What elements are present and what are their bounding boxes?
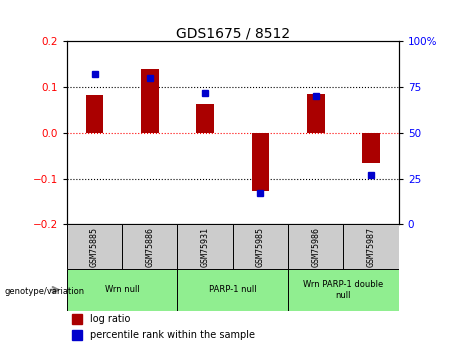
Text: Wrn PARP-1 double
null: Wrn PARP-1 double null	[303, 280, 384, 299]
Bar	[233, 224, 288, 269]
Text: Wrn null: Wrn null	[105, 285, 140, 294]
Text: PARP-1 null: PARP-1 null	[209, 285, 257, 294]
Text: GSM75986: GSM75986	[311, 227, 320, 267]
Text: GSM75886: GSM75886	[145, 227, 154, 267]
Bar	[141, 69, 159, 133]
Bar	[288, 224, 343, 269]
Text: GSM75985: GSM75985	[256, 227, 265, 267]
Text: GSM75885: GSM75885	[90, 227, 99, 267]
Bar	[67, 269, 177, 310]
Bar	[196, 105, 214, 133]
Bar	[86, 95, 103, 133]
Bar	[307, 94, 325, 133]
Bar	[177, 224, 233, 269]
Text: GSM75987: GSM75987	[366, 227, 376, 267]
Bar	[288, 269, 399, 310]
Text: genotype/variation: genotype/variation	[5, 287, 85, 296]
Text: GSM75931: GSM75931	[201, 227, 210, 267]
Bar	[122, 224, 177, 269]
Text: log ratio: log ratio	[90, 314, 130, 324]
Text: percentile rank within the sample: percentile rank within the sample	[90, 330, 255, 340]
Bar	[177, 269, 288, 310]
Bar	[252, 133, 269, 191]
Bar	[67, 224, 122, 269]
Bar	[362, 133, 380, 162]
Title: GDS1675 / 8512: GDS1675 / 8512	[176, 26, 290, 40]
Bar	[343, 224, 399, 269]
